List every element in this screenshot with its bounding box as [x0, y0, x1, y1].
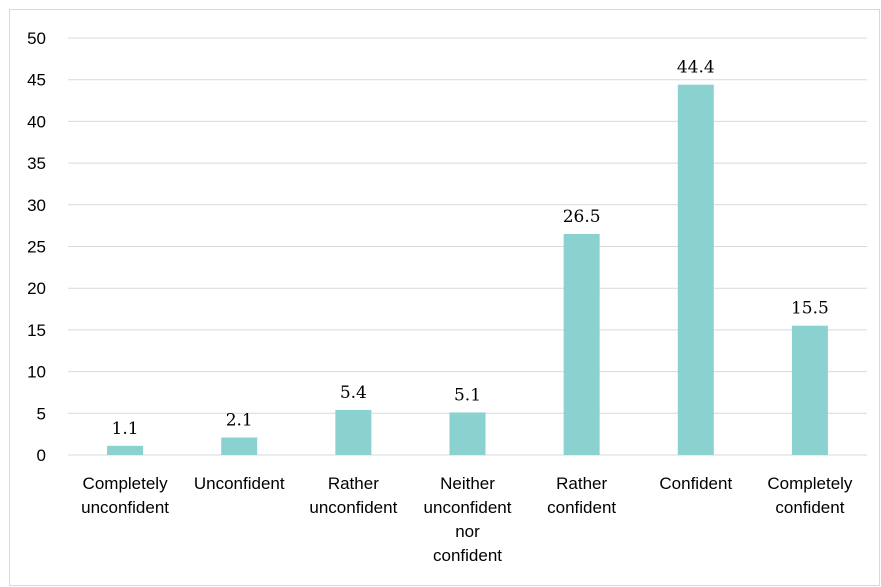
- data-label-2: 2.1: [226, 410, 253, 430]
- bar-1: [107, 446, 143, 455]
- bar-5: [564, 234, 600, 455]
- category-label-line: Neither: [440, 474, 495, 493]
- y-tick-label-40: 40: [27, 112, 46, 131]
- category-label-4: Neither unconfident nor confident: [424, 474, 512, 565]
- category-label-line: Unconfident: [194, 474, 285, 493]
- y-tick-label-45: 45: [27, 71, 46, 90]
- bar-4: [450, 412, 486, 455]
- bar-6: [678, 85, 714, 455]
- y-axis-tick-labels: 0 5 10 15 20 25 30 35 40 45 50: [27, 29, 46, 465]
- y-tick-label-0: 0: [37, 446, 46, 465]
- category-label-6: Confident: [659, 474, 732, 493]
- x-axis-category-labels: Completely unconfident Unconfident Rather un…: [81, 474, 853, 565]
- category-label-line: confident: [775, 498, 844, 517]
- y-tick-label-25: 25: [27, 238, 46, 257]
- bar-7: [792, 326, 828, 455]
- y-tick-label-50: 50: [27, 29, 46, 48]
- data-label-5: 26.5: [563, 207, 601, 227]
- y-tick-label-30: 30: [27, 196, 46, 215]
- category-label-line: Rather: [328, 474, 379, 493]
- category-label-line: confident: [547, 498, 616, 517]
- data-label-6: 44.4: [677, 58, 715, 78]
- data-label-3: 5.4: [340, 383, 367, 403]
- category-label-line: Confident: [659, 474, 732, 493]
- category-label-line: confident: [433, 546, 502, 565]
- category-label-line: Completely: [83, 474, 169, 493]
- category-label-line: Rather: [556, 474, 607, 493]
- y-tick-label-5: 5: [37, 404, 46, 423]
- category-label-line: unconfident: [424, 498, 512, 517]
- y-tick-label-35: 35: [27, 154, 46, 173]
- category-label-line: unconfident: [309, 498, 397, 517]
- data-labels: 1.1 2.1 5.4 5.1 26.5 44.4 15.5: [112, 58, 829, 439]
- data-label-7: 15.5: [791, 299, 829, 319]
- y-tick-label-15: 15: [27, 321, 46, 340]
- category-label-line: Completely: [767, 474, 853, 493]
- data-label-1: 1.1: [112, 419, 139, 439]
- y-tick-label-20: 20: [27, 279, 46, 298]
- category-label-line: nor: [455, 522, 480, 541]
- y-tick-label-10: 10: [27, 363, 46, 382]
- category-label-7: Completely confident: [767, 474, 853, 517]
- category-label-3: Rather unconfident: [309, 474, 397, 517]
- category-label-line: unconfident: [81, 498, 169, 517]
- category-label-1: Completely unconfident: [81, 474, 169, 517]
- bar-2: [221, 437, 257, 455]
- bar-3: [335, 410, 371, 455]
- category-label-2: Unconfident: [194, 474, 285, 493]
- category-label-5: Rather confident: [547, 474, 616, 517]
- data-label-4: 5.1: [454, 385, 481, 405]
